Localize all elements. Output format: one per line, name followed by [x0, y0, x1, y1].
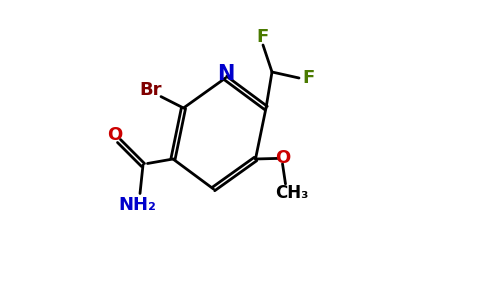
- Text: F: F: [257, 28, 269, 46]
- Text: O: O: [107, 126, 122, 144]
- Text: N: N: [217, 64, 234, 83]
- Text: O: O: [275, 149, 290, 167]
- Text: CH₃: CH₃: [275, 184, 308, 202]
- Text: NH₂: NH₂: [118, 196, 156, 214]
- Text: F: F: [302, 69, 314, 87]
- Text: Br: Br: [139, 81, 162, 99]
